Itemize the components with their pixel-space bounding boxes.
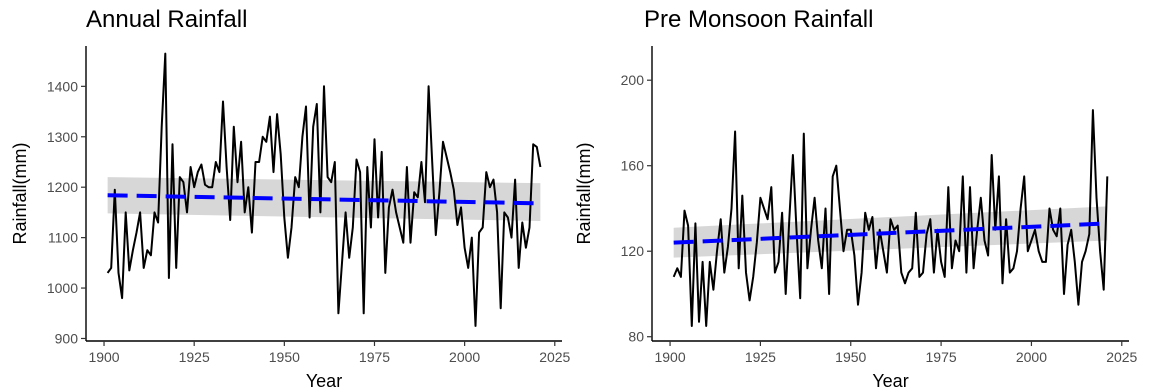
x-tick-label: 1950 bbox=[835, 349, 866, 365]
y-tick-label: 160 bbox=[621, 158, 645, 174]
y-tick-label: 1000 bbox=[47, 280, 78, 296]
x-tick-label: 2000 bbox=[1016, 349, 1047, 365]
annual-rainfall-chart: 900 1000 1100 1200 1300 1400 1900 1925 1950 1975 2… bbox=[10, 46, 571, 391]
x-tick-label: 2025 bbox=[1106, 349, 1137, 365]
pre-monsoon-rainfall-chart: 80 120 160 200 1900 1925 1950 1975 2000 2025 Year R… bbox=[574, 46, 1138, 391]
rainfall-series-line bbox=[106, 52, 542, 327]
y-tick-label: 120 bbox=[621, 243, 645, 259]
x-tick-label: 1900 bbox=[654, 349, 685, 365]
y-tick-label: 1200 bbox=[47, 179, 78, 195]
chart-title: Pre Monsoon Rainfall bbox=[644, 6, 874, 33]
x-tick-label: 1900 bbox=[88, 349, 119, 365]
x-tick-label: 1925 bbox=[745, 349, 776, 365]
y-tick-label: 80 bbox=[628, 329, 644, 345]
trend-line bbox=[673, 221, 1108, 245]
chart-title: Annual Rainfall bbox=[86, 6, 248, 33]
annual-rainfall-panel: Annual Rainfall 900 1000 1100 1200 1300 1400 1… bbox=[0, 0, 572, 392]
x-tick-label: 2000 bbox=[449, 349, 480, 365]
x-axis-title: Year bbox=[872, 371, 908, 391]
y-tick-label: 900 bbox=[55, 330, 79, 346]
pre-monsoon-rainfall-panel: Pre Monsoon Rainfall 80 120 160 200 1900 1925… bbox=[572, 0, 1154, 392]
x-tick-label: 1950 bbox=[269, 349, 300, 365]
x-tick-label: 1975 bbox=[926, 349, 957, 365]
trend-line bbox=[107, 193, 541, 206]
x-tick-label: 1975 bbox=[359, 349, 390, 365]
rainfall-series-line bbox=[672, 109, 1109, 327]
y-tick-label: 200 bbox=[621, 72, 645, 88]
y-axis-title: Rainfall(mm) bbox=[574, 142, 594, 244]
x-tick-label: 1925 bbox=[179, 349, 210, 365]
y-tick-label: 1100 bbox=[48, 230, 78, 246]
y-axis-title: Rainfall(mm) bbox=[10, 142, 30, 244]
y-tick-label: 1400 bbox=[47, 78, 78, 94]
x-tick-label: 2025 bbox=[539, 349, 570, 365]
x-axis-title: Year bbox=[306, 371, 342, 391]
y-tick-label: 1300 bbox=[47, 129, 78, 145]
